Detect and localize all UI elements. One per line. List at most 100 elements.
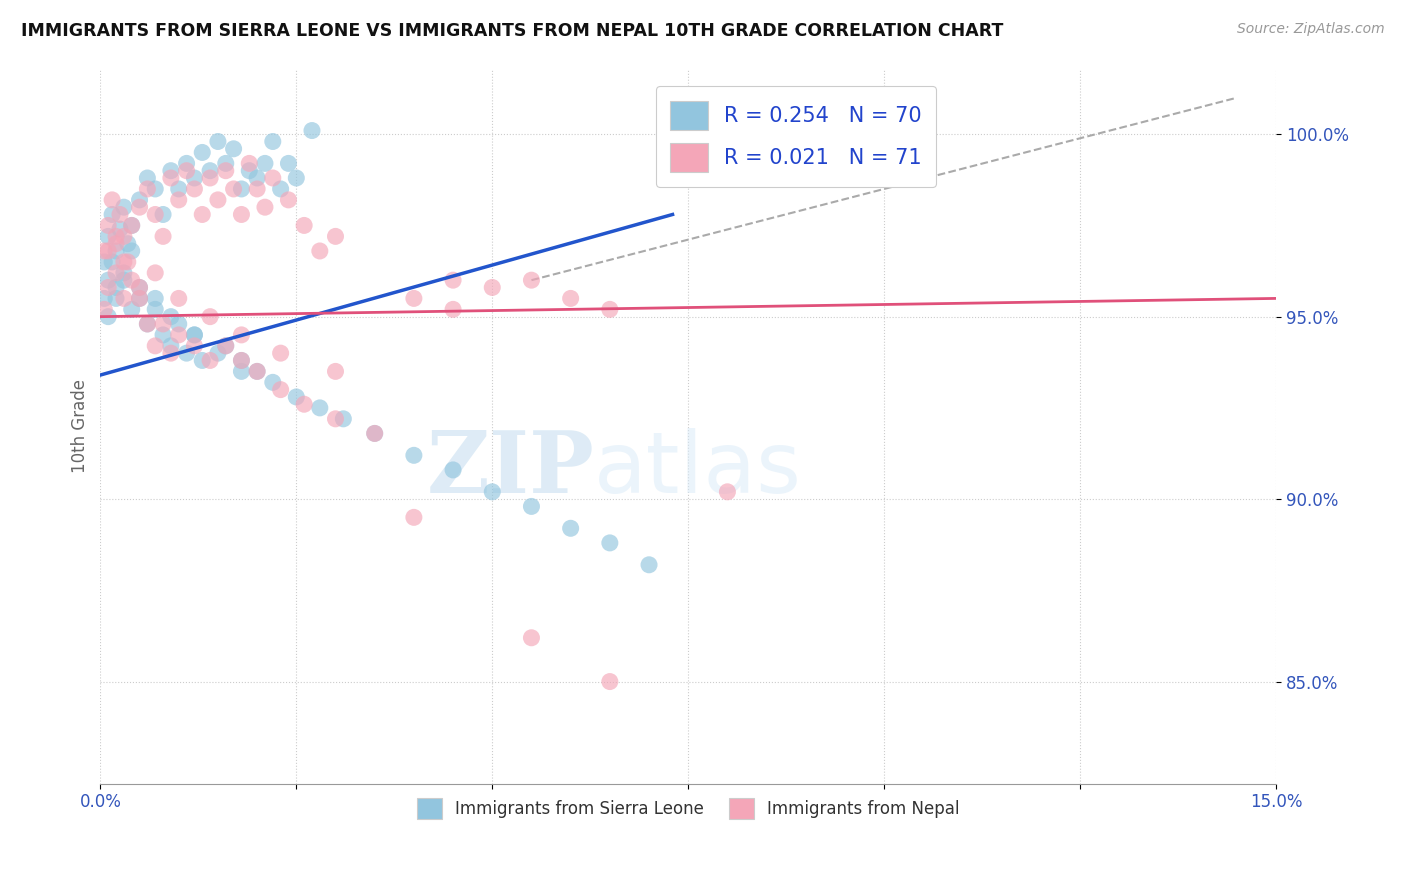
Point — [160, 310, 183, 324]
Point — [441, 273, 464, 287]
Point — [191, 353, 214, 368]
Point — [143, 292, 166, 306]
Point — [121, 273, 143, 287]
Point — [308, 401, 330, 415]
Point — [152, 327, 174, 342]
Point — [128, 280, 150, 294]
Point — [253, 200, 276, 214]
Point — [231, 327, 253, 342]
Point — [231, 207, 253, 221]
Point — [560, 292, 582, 306]
Point — [160, 163, 183, 178]
Point — [143, 302, 166, 317]
Point — [167, 327, 190, 342]
Point — [292, 219, 315, 233]
Point — [167, 182, 190, 196]
Point — [270, 182, 292, 196]
Point — [599, 674, 621, 689]
Point — [97, 219, 120, 233]
Point — [167, 317, 190, 331]
Point — [101, 207, 124, 221]
Point — [520, 631, 543, 645]
Point — [128, 292, 150, 306]
Point — [246, 364, 269, 378]
Point — [560, 521, 582, 535]
Point — [167, 292, 190, 306]
Point — [108, 222, 131, 236]
Point — [270, 383, 292, 397]
Point — [101, 255, 124, 269]
Point — [112, 292, 135, 306]
Point — [136, 317, 159, 331]
Text: atlas: atlas — [595, 427, 803, 510]
Point — [128, 292, 150, 306]
Point — [231, 182, 253, 196]
Point — [198, 310, 221, 324]
Point — [599, 536, 621, 550]
Point — [325, 364, 347, 378]
Point — [117, 255, 139, 269]
Point — [262, 135, 284, 149]
Point — [108, 207, 131, 221]
Point — [253, 156, 276, 170]
Point — [481, 484, 503, 499]
Point — [231, 353, 253, 368]
Point — [402, 292, 425, 306]
Point — [599, 302, 621, 317]
Point — [277, 156, 299, 170]
Point — [301, 123, 323, 137]
Point — [176, 163, 198, 178]
Point — [176, 346, 198, 360]
Point — [207, 346, 229, 360]
Point — [93, 244, 115, 258]
Point — [105, 229, 128, 244]
Point — [105, 244, 128, 258]
Point — [207, 135, 229, 149]
Point — [231, 353, 253, 368]
Point — [638, 558, 661, 572]
Point — [105, 292, 128, 306]
Point — [222, 182, 245, 196]
Point — [285, 171, 308, 186]
Point — [160, 339, 183, 353]
Point — [112, 200, 135, 214]
Point — [191, 207, 214, 221]
Point — [97, 229, 120, 244]
Point — [97, 280, 120, 294]
Point — [183, 327, 205, 342]
Point — [101, 193, 124, 207]
Point — [441, 463, 464, 477]
Point — [143, 266, 166, 280]
Point — [270, 346, 292, 360]
Point — [215, 156, 238, 170]
Point — [262, 171, 284, 186]
Point — [325, 412, 347, 426]
Point — [105, 266, 128, 280]
Point — [277, 193, 299, 207]
Text: ZIP: ZIP — [426, 427, 595, 511]
Point — [207, 193, 229, 207]
Point — [152, 229, 174, 244]
Point — [183, 339, 205, 353]
Point — [112, 273, 135, 287]
Point — [112, 229, 135, 244]
Point — [716, 484, 738, 499]
Text: IMMIGRANTS FROM SIERRA LEONE VS IMMIGRANTS FROM NEPAL 10TH GRADE CORRELATION CHA: IMMIGRANTS FROM SIERRA LEONE VS IMMIGRAN… — [21, 22, 1004, 40]
Point — [332, 412, 354, 426]
Point — [198, 171, 221, 186]
Point — [152, 207, 174, 221]
Point — [191, 145, 214, 160]
Point — [97, 244, 120, 258]
Point — [215, 339, 238, 353]
Point — [143, 182, 166, 196]
Point — [121, 244, 143, 258]
Point — [520, 500, 543, 514]
Point — [246, 171, 269, 186]
Point — [128, 280, 150, 294]
Point — [402, 448, 425, 462]
Point — [238, 163, 260, 178]
Point — [176, 156, 198, 170]
Y-axis label: 10th Grade: 10th Grade — [72, 379, 89, 473]
Point — [198, 163, 221, 178]
Point — [121, 219, 143, 233]
